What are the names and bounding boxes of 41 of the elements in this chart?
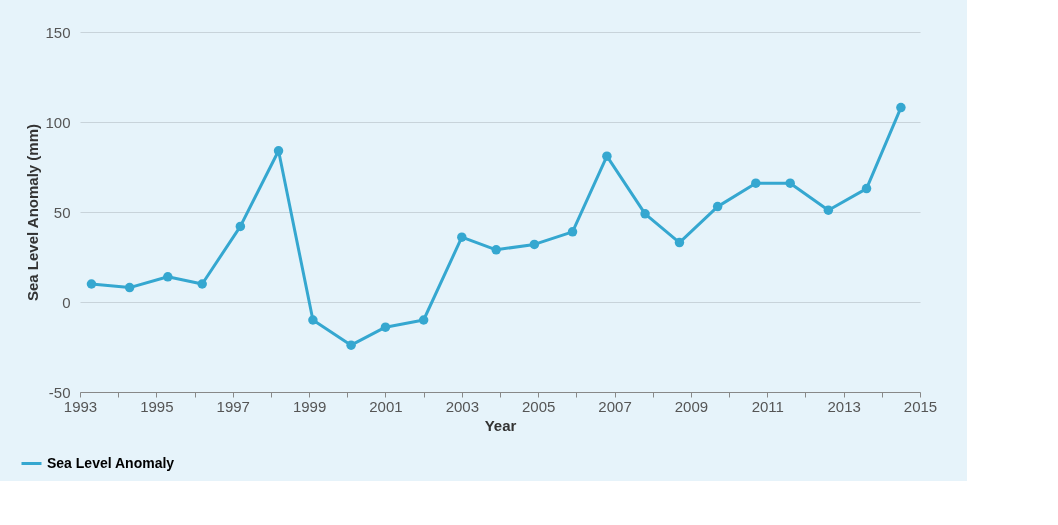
x-tick-label: 2007 xyxy=(598,397,632,415)
point xyxy=(896,102,906,113)
point xyxy=(529,239,540,250)
point xyxy=(567,227,578,237)
y-tick-label: 50 xyxy=(53,203,71,221)
point xyxy=(235,221,246,232)
x-tick-label: 2003 xyxy=(445,397,480,415)
x-tick-label: 2011 xyxy=(751,397,784,415)
x-tick-label: 2013 xyxy=(827,397,861,415)
y-tick-label: 150 xyxy=(45,23,71,41)
point xyxy=(823,205,834,215)
point xyxy=(457,232,467,242)
x-tick-label: 2015 xyxy=(903,397,938,415)
x-tick-label: 1997 xyxy=(216,397,250,415)
point xyxy=(712,201,723,212)
x-tick-label: 2005 xyxy=(521,397,556,415)
x-tick-label: 1999 xyxy=(292,397,327,415)
point xyxy=(380,322,391,332)
point xyxy=(308,315,318,325)
legend-label: Sea Level Anomaly xyxy=(47,454,175,471)
point xyxy=(785,178,795,188)
point xyxy=(602,151,612,161)
x-tick-label: 2001 xyxy=(369,397,403,415)
point xyxy=(86,279,97,289)
point xyxy=(346,340,356,350)
point xyxy=(640,209,650,219)
y-tick-label: 0 xyxy=(62,293,71,311)
point xyxy=(273,146,284,156)
x-axis-title: Year xyxy=(484,416,517,434)
y-axis-title: Sea Level Anomaly (mm) xyxy=(24,123,42,302)
point xyxy=(491,245,501,255)
point xyxy=(418,315,429,325)
point xyxy=(861,183,872,194)
point xyxy=(674,237,685,248)
x-tick-label: 1995 xyxy=(140,397,174,415)
point xyxy=(163,272,173,282)
point xyxy=(197,279,207,289)
x-tick-label: 2009 xyxy=(674,397,709,415)
y-tick-label: 100 xyxy=(45,113,71,131)
point xyxy=(124,282,135,293)
point xyxy=(751,178,761,188)
